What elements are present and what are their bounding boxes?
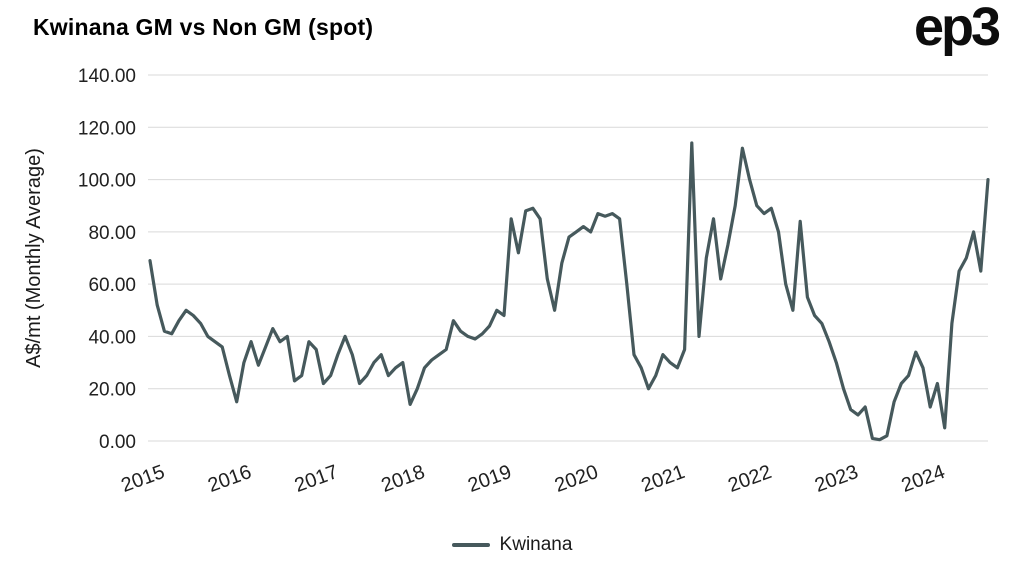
x-tick-label: 2024: [899, 461, 948, 497]
x-tick-label: 2016: [205, 461, 254, 497]
x-tick-label: 2019: [465, 461, 514, 497]
x-tick-label: 2018: [378, 461, 427, 497]
y-tick-label: 40.00: [88, 327, 136, 348]
y-axis-title: A$/mt (Monthly Average): [23, 148, 45, 368]
x-axis-tick-labels: 2015 2016 2017 2018 2019 2020 2021 2022 2023 2024: [118, 461, 948, 497]
y-tick-label: 20.00: [88, 380, 136, 401]
y-tick-label: 0.00: [99, 432, 136, 453]
y-tick-label: 120.00: [78, 118, 136, 139]
x-tick-label: 2017: [292, 461, 341, 497]
x-tick-label: 2022: [725, 461, 774, 497]
y-tick-label: 140.00: [78, 66, 136, 87]
y-axis-tick-labels: 0.00 20.00 40.00 60.00 80.00 100.00 120.00 140.…: [78, 66, 136, 453]
gridlines: [148, 74, 988, 442]
x-tick-label: 2021: [639, 461, 688, 497]
y-tick-label: 60.00: [88, 275, 136, 296]
y-tick-label: 80.00: [88, 223, 136, 244]
ep3-logo: ep3: [913, 0, 1001, 57]
x-tick-label: 2023: [812, 461, 861, 497]
kwinana-series-line: [148, 141, 990, 442]
legend-label-kwinana: Kwinana: [499, 534, 573, 555]
legend: Kwinana: [0, 534, 1024, 556]
x-tick-label: 2020: [552, 461, 601, 497]
y-tick-label: 100.00: [78, 171, 136, 192]
chart-title: Kwinana GM vs Non GM (spot): [33, 14, 374, 40]
legend-line-swatch: [451, 543, 490, 547]
x-tick-label: 2015: [118, 461, 167, 497]
